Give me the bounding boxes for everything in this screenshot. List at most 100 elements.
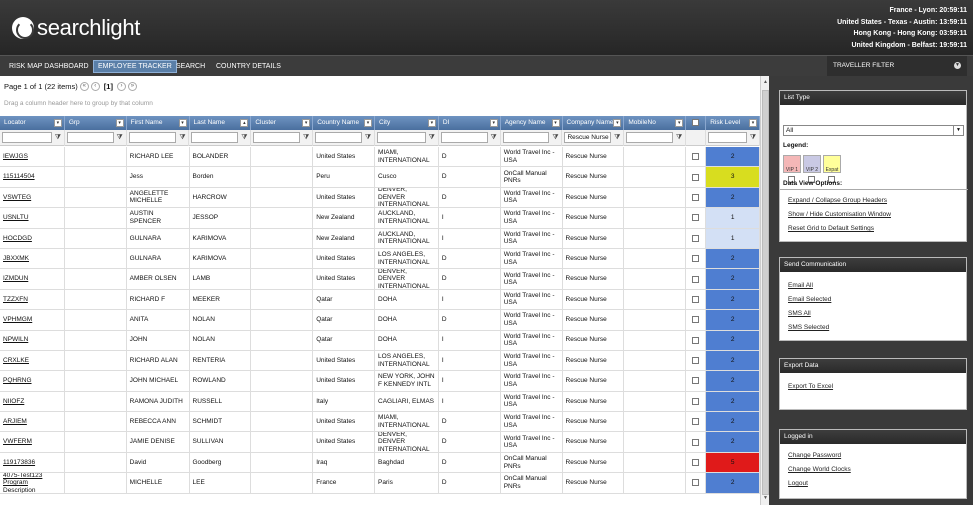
cell-locator[interactable]: 115114504 <box>0 167 65 187</box>
column-header-agency[interactable]: Agency Name ▾ <box>501 116 563 130</box>
row-checkbox[interactable] <box>692 357 700 365</box>
scrollbar-thumb[interactable] <box>762 90 769 495</box>
nav-search[interactable]: SEARCH <box>176 63 206 70</box>
expand-collapse-link[interactable]: Expand / Collapse Group Headers <box>788 197 888 204</box>
column-menu-icon[interactable]: ▾ <box>613 119 622 127</box>
filter-input-company[interactable]: Rescue Nurse <box>564 132 612 143</box>
filter-input-city[interactable] <box>376 132 426 143</box>
column-header-mobile[interactable]: MobileNo ▾ <box>624 116 687 130</box>
filter-icon[interactable]: ⧩ <box>428 134 435 141</box>
sms-selected-link[interactable]: SMS Selected <box>788 324 830 331</box>
cell-locator[interactable]: PQHRNG <box>0 371 65 391</box>
filter-icon[interactable]: ⧩ <box>54 134 61 141</box>
pager-prev-button[interactable]: ‹ <box>90 82 100 91</box>
legend-vip2-checkbox[interactable] <box>808 176 815 183</box>
cell-locator[interactable]: VPHMGM <box>0 310 65 330</box>
select-all-checkbox[interactable] <box>692 119 700 126</box>
cell-locator[interactable]: CRXLKE <box>0 350 65 371</box>
column-header-risk-level[interactable]: Risk Level ▾ <box>706 116 760 130</box>
row-checkbox[interactable] <box>692 234 700 242</box>
grid-scrollbar[interactable]: ▲ ▼ <box>760 76 769 505</box>
filter-icon[interactable]: ⧩ <box>364 134 372 141</box>
filter-input-risk-level[interactable] <box>708 132 747 143</box>
column-header-company[interactable]: Company Name ▾ <box>563 116 625 130</box>
table-row[interactable]: NIIOFZ RAMONA JUDITH RUSSELL Italy CAGLIARI,… <box>0 391 760 413</box>
row-checkbox[interactable] <box>692 193 700 201</box>
nav-country-details[interactable]: COUNTRY DETAILS <box>216 63 281 70</box>
row-checkbox[interactable] <box>692 459 700 467</box>
cell-locator[interactable]: TZZXFN <box>0 289 65 310</box>
cell-locator[interactable]: USNLTU <box>0 208 65 228</box>
table-row[interactable]: HOCDGD GULNARA KARIMOVA New Zealand AUCKLAND… <box>0 228 760 249</box>
column-menu-icon[interactable]: ▴ <box>240 119 249 127</box>
row-checkbox[interactable] <box>692 153 700 161</box>
column-menu-icon[interactable]: ▾ <box>489 119 498 127</box>
filter-icon[interactable]: ⧩ <box>179 134 186 141</box>
sms-all-link[interactable]: SMS All <box>788 310 811 317</box>
filter-icon[interactable]: ⧩ <box>675 134 683 141</box>
cell-locator[interactable]: 119173836 <box>0 452 65 473</box>
table-row[interactable]: IEWJGS RICHARD LEE BOLANDER United States MI… <box>0 147 760 168</box>
column-header-city[interactable]: City ▾ <box>375 116 439 130</box>
row-checkbox[interactable] <box>692 295 700 303</box>
filter-icon[interactable]: ⧩ <box>614 134 621 141</box>
column-menu-icon[interactable]: ▾ <box>302 119 311 127</box>
row-checkbox[interactable] <box>692 377 700 385</box>
column-menu-icon[interactable]: ▾ <box>178 119 187 127</box>
column-menu-icon[interactable]: ▾ <box>53 119 62 127</box>
nav-risk-map-dashboard[interactable]: RISK MAP DASHBOARD <box>9 63 89 70</box>
change-password-link[interactable]: Change Password <box>788 452 842 459</box>
list-type-select[interactable]: All ▼ <box>783 125 964 136</box>
cell-locator[interactable]: JBXXMK <box>0 248 65 269</box>
nav-employee-tracker[interactable]: EMPLOYEE TRACKER <box>93 60 177 73</box>
table-row[interactable]: ARJIEM REBECCA ANN SCHMIDT United States MIA… <box>0 412 760 433</box>
legend-expat-checkbox[interactable] <box>828 176 835 183</box>
column-menu-icon[interactable]: ▾ <box>749 119 758 127</box>
row-checkbox[interactable] <box>692 255 700 263</box>
table-row[interactable]: IZMDUN AMBER OLSEN LAMB United States DENVER… <box>0 269 760 290</box>
pager-first-button[interactable]: « <box>79 82 89 91</box>
legend-vip1-checkbox[interactable] <box>788 176 795 183</box>
cell-locator[interactable]: HOCDGD <box>0 228 65 248</box>
filter-input-mobile[interactable] <box>626 132 674 143</box>
show-hide-customisation-link[interactable]: Show / Hide Customisation Window <box>788 211 891 218</box>
table-row[interactable]: CRXLKE RICHARD ALAN RENTERIA United States L… <box>0 350 760 372</box>
cell-locator[interactable]: ARJIEM <box>0 412 65 432</box>
row-checkbox[interactable] <box>692 397 700 405</box>
logout-link[interactable]: Logout <box>788 480 808 487</box>
filter-input-agency[interactable] <box>502 132 550 143</box>
scroll-down-icon[interactable]: ▼ <box>763 495 768 501</box>
filter-input-first-name[interactable] <box>128 132 177 143</box>
filter-icon[interactable]: ⧩ <box>116 134 123 141</box>
table-row[interactable]: PQHRNG JOHN MICHAEL ROWLAND United States NE… <box>0 371 760 392</box>
row-checkbox[interactable] <box>692 173 700 181</box>
column-header-di[interactable]: DI ▾ <box>439 116 501 130</box>
cell-locator[interactable]: NPWILN <box>0 330 65 350</box>
column-header-select[interactable] <box>686 116 707 130</box>
pager-last-button[interactable]: » <box>127 82 137 91</box>
cell-locator[interactable]: NIIOFZ <box>0 391 65 412</box>
filter-icon[interactable]: ⧩ <box>749 134 757 141</box>
column-header-locator[interactable]: Locator ▾ <box>0 116 65 130</box>
filter-icon[interactable]: ⧩ <box>490 134 497 141</box>
column-header-cluster[interactable]: Cluster ▾ <box>251 116 314 130</box>
filter-input-di[interactable] <box>440 132 488 143</box>
column-header-last-name[interactable]: Last Name ▴ <box>190 116 252 130</box>
email-selected-link[interactable]: Email Selected <box>788 296 832 303</box>
export-to-excel-link[interactable]: Export To Excel <box>788 383 834 390</box>
cell-locator[interactable]: IZMDUN <box>0 269 65 289</box>
column-menu-icon[interactable]: ▾ <box>427 119 436 127</box>
table-row[interactable]: 119173836 David Goodberg Iraq Baghdad D OnCall… <box>0 452 760 474</box>
row-checkbox[interactable] <box>692 479 700 487</box>
email-all-link[interactable]: Email All <box>788 282 813 289</box>
change-world-clocks-link[interactable]: Change World Clocks <box>788 466 851 473</box>
reset-grid-link[interactable]: Reset Grid to Default Settings <box>788 225 874 232</box>
filter-input-country[interactable] <box>315 132 362 143</box>
table-row[interactable]: VWFERM JAMIE DENISE SULLIVAN United States D… <box>0 432 760 453</box>
scroll-up-icon[interactable]: ▲ <box>763 79 768 85</box>
column-header-grp[interactable]: Grp ▾ <box>65 116 127 130</box>
row-checkbox[interactable] <box>692 275 700 283</box>
column-menu-icon[interactable]: ▾ <box>675 119 684 127</box>
row-checkbox[interactable] <box>692 438 700 446</box>
table-row[interactable]: NPWILN JOHN NOLAN Qatar DOHA I World Travel In… <box>0 330 760 351</box>
